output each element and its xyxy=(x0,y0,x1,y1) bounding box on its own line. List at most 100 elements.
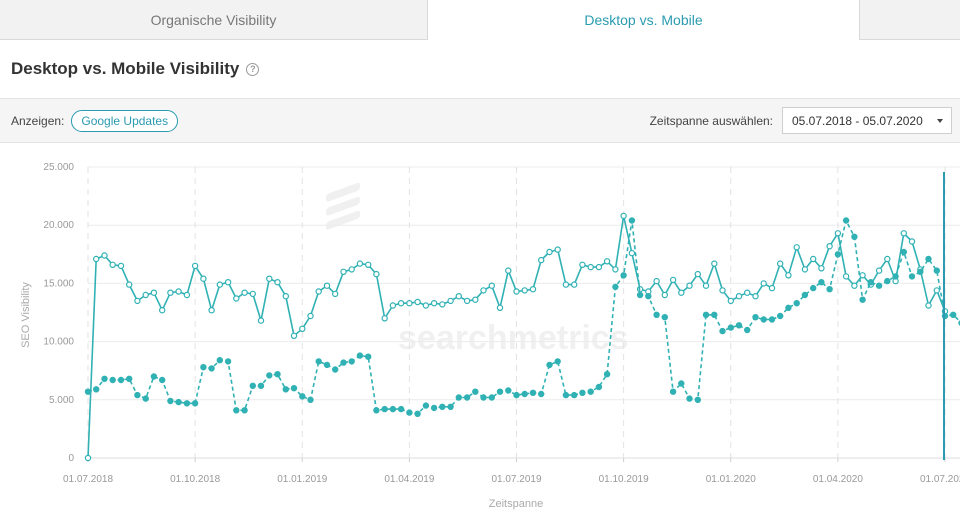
data-point-open[interactable] xyxy=(348,266,355,273)
data-point-open[interactable] xyxy=(744,289,751,296)
data-point-filled[interactable] xyxy=(562,391,570,399)
data-point-open[interactable] xyxy=(307,312,314,320)
data-point-filled[interactable] xyxy=(777,312,784,320)
data-point-filled[interactable] xyxy=(727,324,735,331)
data-point-open[interactable] xyxy=(241,289,248,296)
data-point-filled[interactable] xyxy=(216,356,223,364)
data-point-filled[interactable] xyxy=(257,382,265,389)
data-point-filled[interactable] xyxy=(422,402,430,409)
data-point-open[interactable] xyxy=(208,306,215,314)
data-point-open[interactable] xyxy=(183,291,191,299)
data-point-filled[interactable] xyxy=(628,217,636,224)
data-point-open[interactable] xyxy=(538,256,545,264)
data-point-filled[interactable] xyxy=(439,403,446,410)
data-point-filled[interactable] xyxy=(447,403,454,410)
data-point-open[interactable] xyxy=(752,292,759,300)
data-point-filled[interactable] xyxy=(925,255,932,263)
data-point-filled[interactable] xyxy=(117,376,125,384)
data-point-filled[interactable] xyxy=(884,277,891,285)
data-point-filled[interactable] xyxy=(513,391,520,399)
data-point-filled[interactable] xyxy=(859,296,866,303)
data-point-filled[interactable] xyxy=(785,304,792,311)
data-point-filled[interactable] xyxy=(661,313,669,321)
data-point-open[interactable] xyxy=(521,287,528,294)
data-point-open[interactable] xyxy=(925,302,932,309)
data-point-filled[interactable] xyxy=(397,405,405,413)
data-point-filled[interactable] xyxy=(480,394,487,401)
data-point-filled[interactable] xyxy=(266,372,273,379)
data-point-open[interactable] xyxy=(463,297,471,305)
data-point-open[interactable] xyxy=(224,278,232,286)
data-point-open[interactable] xyxy=(777,260,784,267)
data-point-open[interactable] xyxy=(908,238,916,245)
data-point-filled[interactable] xyxy=(488,394,495,401)
data-point-filled[interactable] xyxy=(801,291,809,299)
data-point-open[interactable] xyxy=(142,291,149,299)
data-point-filled[interactable] xyxy=(595,383,603,391)
data-point-filled[interactable] xyxy=(472,388,479,395)
data-point-filled[interactable] xyxy=(735,322,743,329)
data-point-open[interactable] xyxy=(439,301,446,308)
data-point-open[interactable] xyxy=(571,281,578,288)
data-point-open[interactable] xyxy=(373,270,380,278)
data-point-open[interactable] xyxy=(249,290,256,298)
data-point-open[interactable] xyxy=(834,230,842,237)
data-point-open[interactable] xyxy=(282,292,289,300)
data-point-open[interactable] xyxy=(422,302,430,309)
data-point-filled[interactable] xyxy=(917,268,924,276)
data-point-filled[interactable] xyxy=(249,382,256,389)
data-point-open[interactable] xyxy=(406,299,413,307)
data-point-filled[interactable] xyxy=(538,390,545,398)
data-point-open[interactable] xyxy=(768,284,776,292)
data-point-filled[interactable] xyxy=(505,387,512,394)
data-point-open[interactable] xyxy=(900,230,908,237)
data-point-open[interactable] xyxy=(472,296,479,303)
data-point-filled[interactable] xyxy=(818,278,825,286)
data-point-open[interactable] xyxy=(933,287,941,294)
data-point-open[interactable] xyxy=(859,272,866,279)
data-point-filled[interactable] xyxy=(620,272,627,279)
data-point-open[interactable] xyxy=(257,317,265,324)
data-point-filled[interactable] xyxy=(307,396,314,403)
data-point-open[interactable] xyxy=(455,292,462,300)
data-point-open[interactable] xyxy=(554,246,561,253)
data-point-open[interactable] xyxy=(661,291,669,299)
data-point-filled[interactable] xyxy=(554,358,561,365)
data-point-open[interactable] xyxy=(711,260,718,267)
data-point-filled[interactable] xyxy=(92,386,100,393)
data-point-open[interactable] xyxy=(513,288,520,295)
data-point-open[interactable] xyxy=(266,275,273,282)
data-point-filled[interactable] xyxy=(282,386,289,393)
data-point-filled[interactable] xyxy=(496,388,504,395)
data-point-open[interactable] xyxy=(851,282,858,289)
data-point-filled[interactable] xyxy=(175,398,182,406)
data-point-filled[interactable] xyxy=(875,282,883,289)
data-point-filled[interactable] xyxy=(711,311,718,318)
data-point-filled[interactable] xyxy=(208,365,215,372)
data-point-open[interactable] xyxy=(290,332,298,339)
data-point-filled[interactable] xyxy=(200,363,207,371)
data-point-open[interactable] xyxy=(669,276,677,284)
data-point-open[interactable] xyxy=(505,267,512,274)
data-point-open[interactable] xyxy=(134,297,141,305)
data-point-open[interactable] xyxy=(125,281,133,288)
data-point-filled[interactable] xyxy=(365,353,372,360)
data-point-filled[interactable] xyxy=(546,361,553,369)
data-point-filled[interactable] xyxy=(323,361,331,369)
data-point-filled[interactable] xyxy=(900,248,908,256)
data-point-open[interactable] xyxy=(842,273,850,280)
data-point-open[interactable] xyxy=(397,299,405,307)
data-point-filled[interactable] xyxy=(694,396,702,403)
data-point-filled[interactable] xyxy=(101,375,108,382)
data-point-filled[interactable] xyxy=(356,352,364,359)
data-point-filled[interactable] xyxy=(851,233,858,241)
data-point-open[interactable] xyxy=(233,295,240,302)
data-point-open[interactable] xyxy=(694,270,702,278)
data-point-open[interactable] xyxy=(620,212,627,220)
data-point-filled[interactable] xyxy=(867,278,875,286)
data-point-filled[interactable] xyxy=(142,395,149,402)
data-point-open[interactable] xyxy=(332,290,339,298)
data-point-open[interactable] xyxy=(801,266,809,273)
data-point-filled[interactable] xyxy=(760,316,767,323)
data-point-open[interactable] xyxy=(101,252,108,259)
